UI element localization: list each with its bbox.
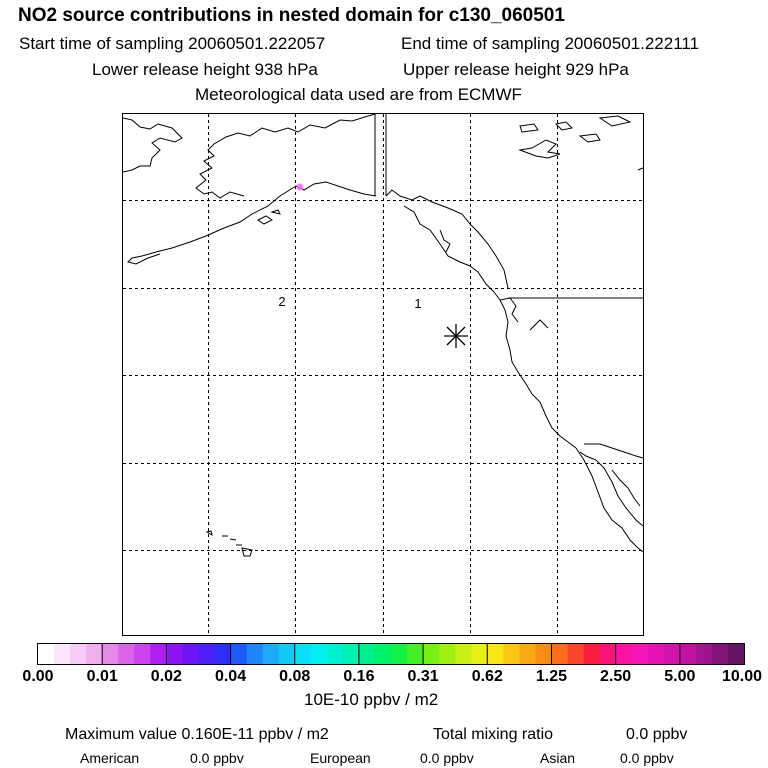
colorbar-swatch: [679, 644, 697, 664]
colorbar-swatch: [118, 644, 135, 664]
region-labels: 2 1: [278, 294, 421, 311]
colorbar-swatch: [102, 644, 119, 664]
colorbar-tick-label: 10.00: [721, 668, 763, 685]
region-label-1: 1: [414, 296, 421, 311]
colorbar-swatch: [374, 644, 392, 664]
colorbar-swatch: [182, 644, 200, 664]
colorbar-swatch: [471, 644, 488, 664]
colorbar-tick-label: 0.16: [343, 668, 375, 685]
colorbar-swatch: [727, 644, 745, 664]
start-time-label: Start time of sampling 20060501.222057: [19, 34, 326, 53]
colorbar-swatch: [326, 644, 344, 664]
colorbar-tick-label: 2.50: [600, 668, 632, 685]
colorbar-swatch: [711, 644, 729, 664]
colorbar-swatch: [583, 644, 601, 664]
colorbar-swatch: [278, 644, 296, 664]
european-label: European: [310, 750, 371, 766]
upper-release-label: Upper release height 929 hPa: [403, 60, 629, 79]
colorbar-swatch: [503, 644, 520, 664]
colorbar-swatch: [439, 644, 456, 664]
colorbar-swatch: [310, 644, 328, 664]
colorbar-swatch: [294, 644, 312, 664]
colorbar-swatch: [423, 644, 440, 664]
colorbar-swatch: [631, 644, 649, 664]
colorbar-swatch: [647, 644, 665, 664]
colorbar-tick-label: 0.00: [22, 668, 54, 685]
colorbar-swatch: [599, 644, 617, 664]
colorbar-swatch: [535, 644, 553, 664]
total-mixing-label: Total mixing ratio: [433, 726, 554, 743]
region-label-2: 2: [278, 294, 285, 309]
page-title: NO2 source contributions in nested domai…: [18, 5, 565, 26]
colorbar-swatch: [70, 644, 87, 664]
meteorological-label: Meteorological data used are from ECMWF: [195, 85, 522, 104]
map-frame: [122, 113, 644, 636]
colorbar-tick-label: 0.04: [214, 668, 247, 685]
colorbar-swatch: [86, 644, 103, 664]
asian-label: Asian: [540, 750, 576, 766]
colorbar-swatch: [695, 644, 713, 664]
colorbar-frame: [37, 643, 745, 665]
total-mixing-value: 0.0 ppbv: [626, 726, 688, 743]
colorbar-tick-label: 5.00: [664, 668, 696, 685]
colorbar-swatch: [663, 644, 681, 664]
colorbar-swatch: [134, 644, 151, 664]
american-value: 0.0 ppbv: [190, 750, 244, 766]
colorbar-tick-label: 0.31: [407, 668, 439, 685]
colorbar-swatch: [38, 644, 55, 664]
colorbar-tick-label: 1.25: [535, 668, 568, 685]
european-value: 0.0 ppbv: [420, 750, 474, 766]
american-label: American: [80, 750, 140, 766]
max-value-label: Maximum value 0.160E-11 ppbv / m2: [65, 726, 329, 743]
colorbar-swatch: [358, 644, 376, 664]
colorbar-swatch: [391, 644, 408, 664]
colorbar-units: 10E-10 ppbv / m2: [304, 690, 439, 709]
concentration-hotspot: [296, 183, 304, 191]
colorbar-swatch: [455, 644, 472, 664]
colorbar-swatch: [262, 644, 280, 664]
graticule: [123, 114, 643, 635]
colorbar-swatch: [198, 644, 216, 664]
colorbar-tick-label: 0.08: [279, 668, 311, 685]
colorbar: [38, 644, 745, 664]
colorbar-swatch: [407, 644, 424, 664]
coastlines: [122, 113, 644, 557]
colorbar-swatch: [166, 644, 184, 664]
colorbar-swatch: [214, 644, 232, 664]
source-asterisk-icon: [444, 324, 468, 348]
colorbar-swatch: [567, 644, 585, 664]
end-time-label: End time of sampling 20060501.222111: [401, 34, 700, 53]
asian-value: 0.0 ppbv: [620, 750, 674, 766]
colorbar-swatch: [246, 644, 264, 664]
colorbar-swatch: [551, 644, 569, 664]
colorbar-swatch: [519, 644, 537, 664]
colorbar-swatch: [150, 644, 167, 664]
colorbar-swatch: [230, 644, 248, 664]
lower-release-label: Lower release height 938 hPa: [92, 60, 318, 79]
colorbar-swatch: [615, 644, 633, 664]
colorbar-tick-label: 0.02: [150, 668, 182, 685]
colorbar-swatch: [54, 644, 71, 664]
colorbar-swatch: [487, 644, 504, 664]
colorbar-tick-label: 0.62: [471, 668, 503, 685]
colorbar-swatch: [342, 644, 360, 664]
colorbar-tick-label: 0.01: [86, 668, 118, 685]
